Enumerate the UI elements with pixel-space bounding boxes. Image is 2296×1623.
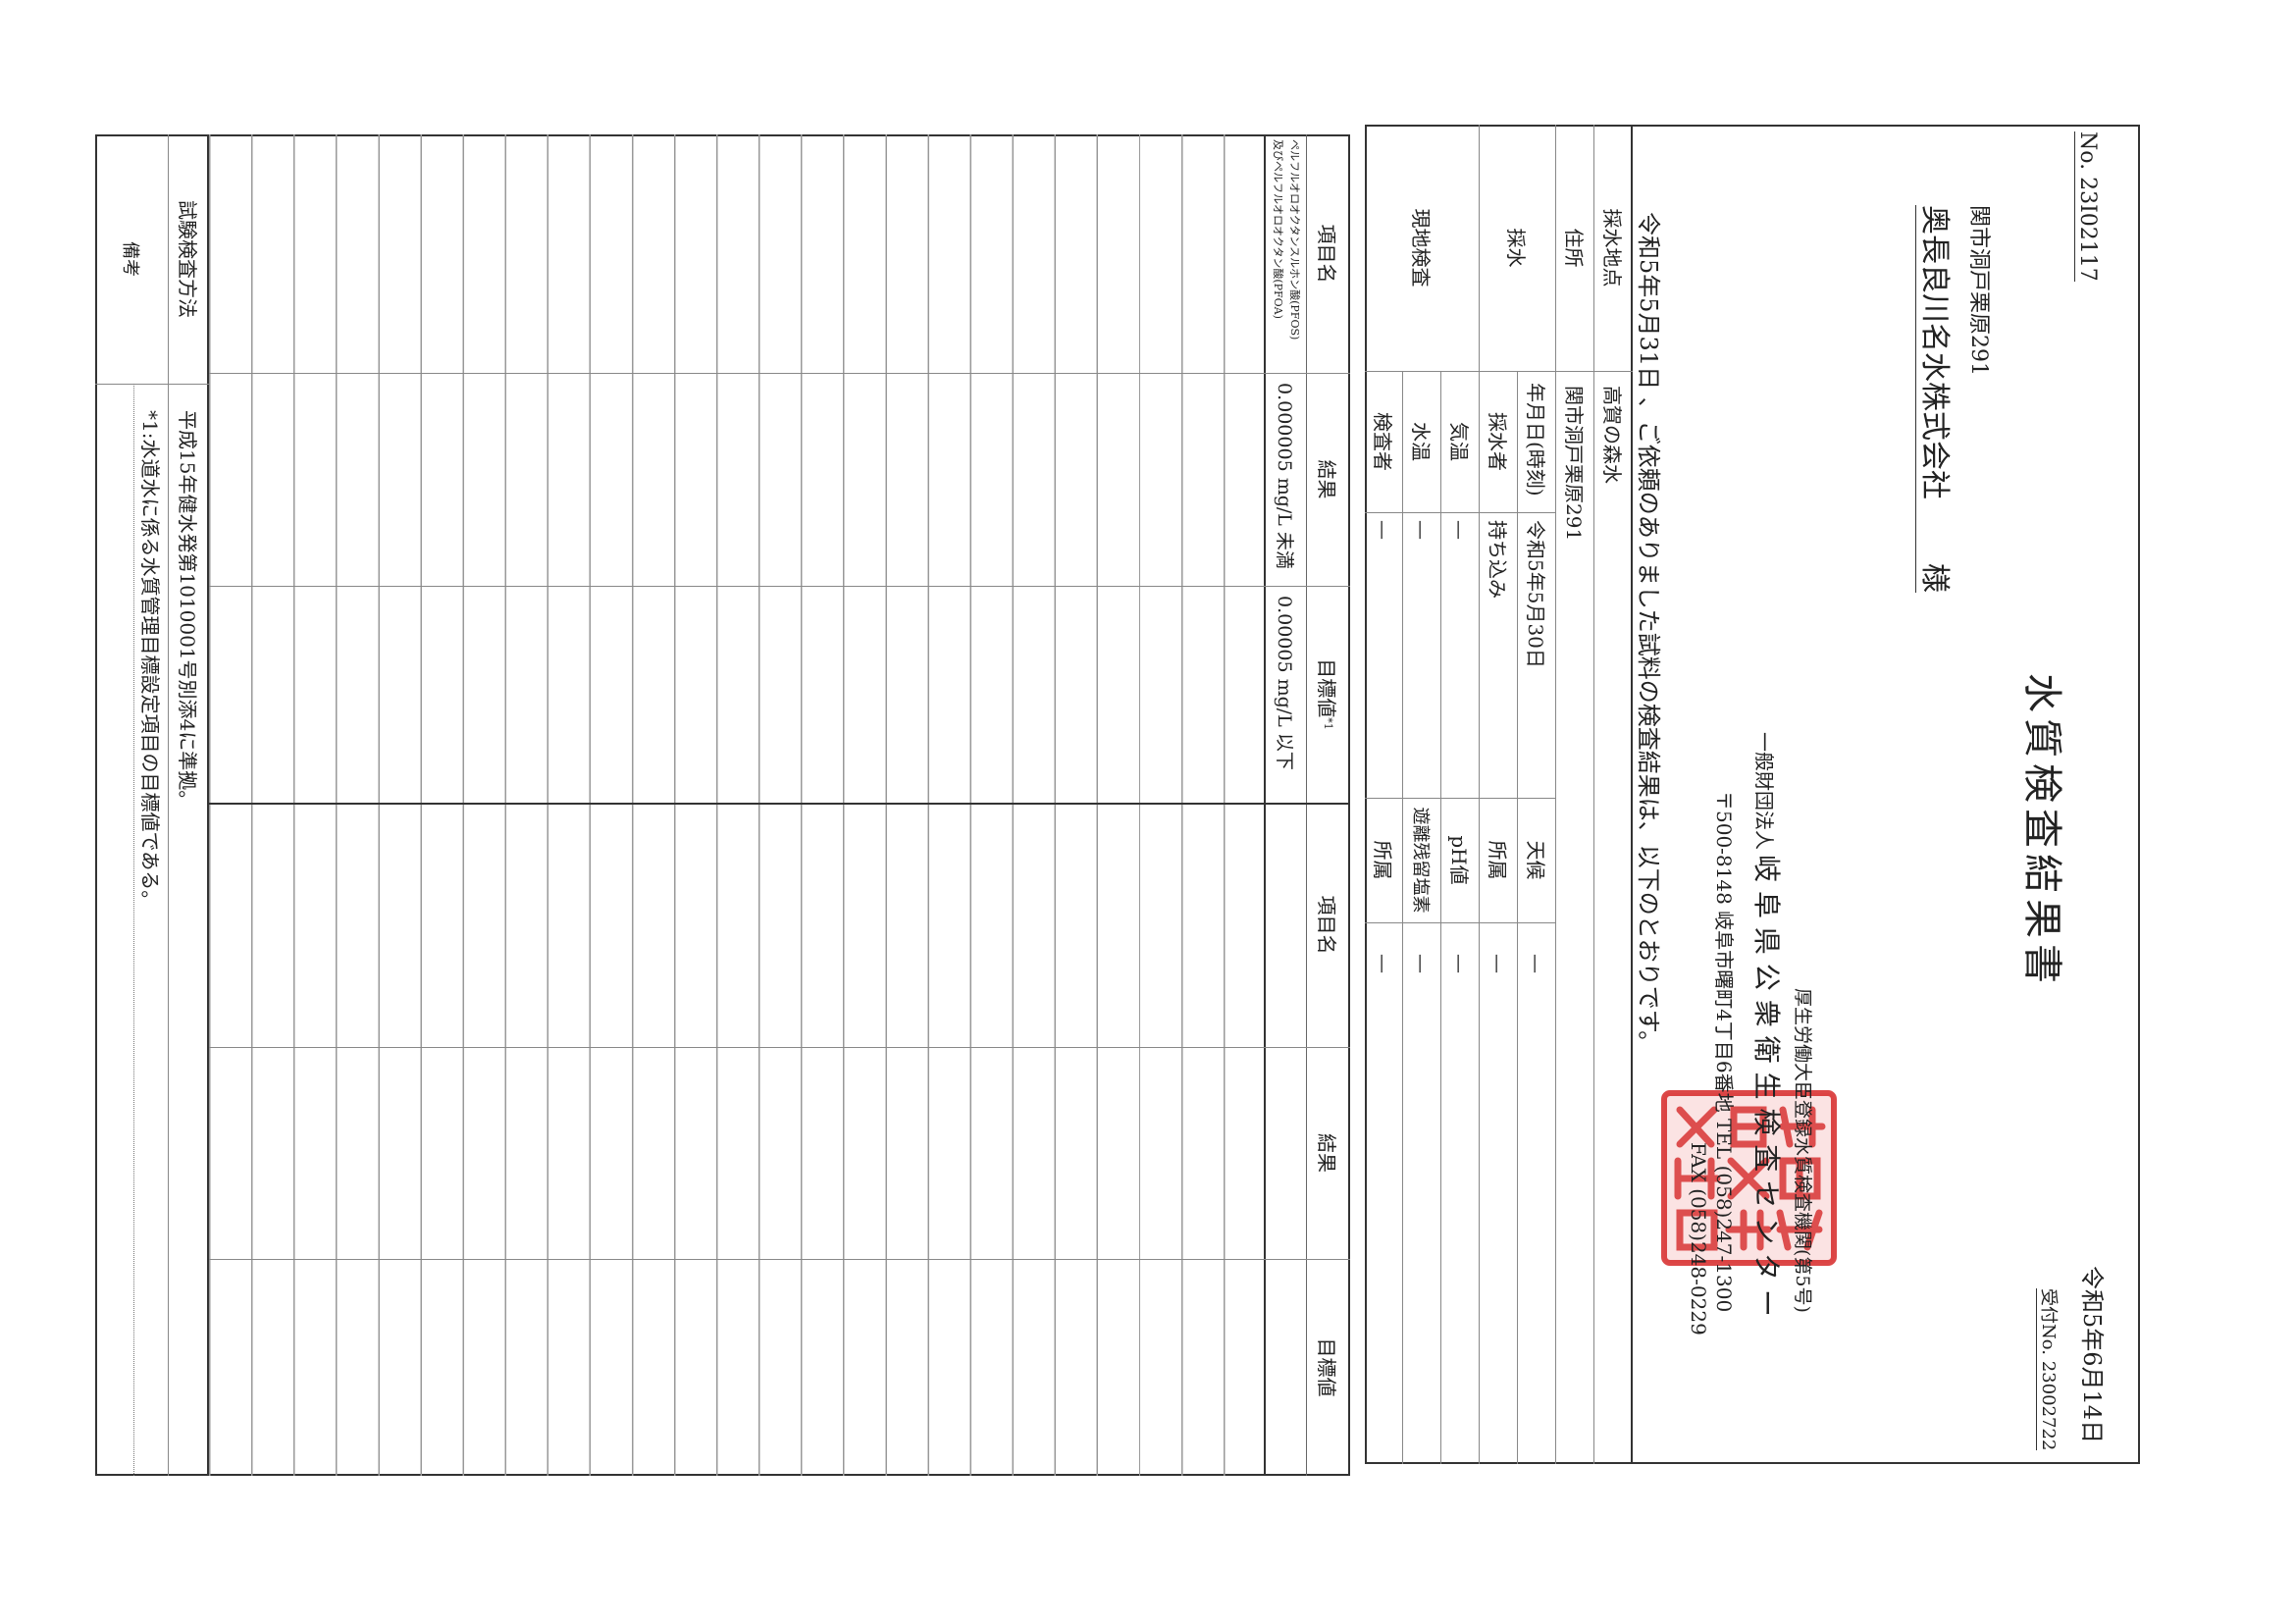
free-chlorine-label: 遊離残留塩素 [1410,807,1432,914]
header-target-2: 目標値 [1315,1337,1339,1397]
ph-label: pH値 [1447,835,1471,885]
receipt-number: 受付No. 23002722 [2036,1288,2062,1451]
weather-label: 天候 [1524,840,1547,880]
document-title: 水質検査結果書 [2019,673,2064,989]
col-divider [209,1047,1350,1048]
remarks-dotted-line [133,384,134,1476]
col-divider [209,1259,1350,1260]
intro-sentence: 令和5年5月31日 、ご依頼のありました試料の検査結果は、以下のとおりです。 [1635,212,1662,1055]
method-label: 試験検査方法 [176,200,199,318]
air-temp-value: — [1448,520,1473,540]
result-target-value: 0.00005 mg/L 以下 [1274,596,1296,770]
result-item-name: ペルフルオロオクタンスルホン酸(PFOS) 及びペルフルオロオクタン酸(PFOA… [1270,139,1303,340]
air-temp-label: 気温 [1447,422,1471,461]
sampling-label: 採水 [1504,228,1529,268]
issuer-registration: 厚生労働大臣登録水質検査機関(第5号) [1792,988,1813,1313]
sampling-point-value: 高賀の森水 [1600,386,1624,484]
issue-date: 令和5年6月14日 [2078,1266,2106,1444]
inspector-label: 検査者 [1371,412,1394,471]
recipient-address: 関市洞戸栗原291 [1966,205,1991,376]
sampling-date-value: 令和5年5月30日 [1524,520,1547,668]
result-item-line1: ペルフルオロオクタンスルホン酸(PFOS) [1288,139,1301,340]
method-value: 平成15年健水発第1010001号別添4に準拠。 [176,410,199,811]
col-divider [1365,512,1556,513]
inspector-affiliation-value: — [1372,954,1396,973]
document-page: No. 23I02117 関市洞戸栗原291 奥長良川名水株式会社 様 水質検査… [78,108,2159,1482]
col-divider [209,586,1350,587]
data-divider [1264,134,1266,1476]
document-number: No. 23I02117 [2074,131,2100,282]
water-temp-value: — [1410,520,1435,540]
header-result-2: 結果 [1315,1133,1339,1173]
field-inspection-label: 現地検査 [1409,208,1433,288]
remarks-value: *1:水道水に係る水質管理目標設定項目の目標値である。 [138,410,163,911]
address-label: 住所 [1562,228,1586,268]
recipient-name: 奥長良川名水株式会社 [1917,205,1952,499]
footnote-marker: *1 [1322,717,1335,730]
water-temp-label: 水温 [1409,422,1433,461]
header-item-name-2: 項目名 [1315,895,1339,955]
honorific: 様 [1917,563,1952,593]
recipient-name-line: 奥長良川名水株式会社 様 [1915,205,1959,593]
result-value: 0.000005 mg/L 未満 [1274,383,1296,569]
col-divider [1365,922,1556,923]
blank-result-rows [209,134,1266,1476]
sampling-date-label: 年月日(時刻) [1524,383,1547,497]
issuer-org-name: 岐 阜 県 公 衆 衛 生 検 査 セ ン タ ー [1750,855,1783,1317]
header-result: 結果 [1315,459,1339,499]
col-divider [95,384,209,385]
sampler-affiliation-label: 所属 [1486,840,1509,880]
official-seal-stamp [1661,1090,1837,1266]
issuer-address: 〒500-8148 岐阜市曙町4丁目6番地 TEL (058)247-1300 [1712,791,1736,1313]
inspector-value: — [1372,520,1396,540]
sampler-value: 持ち込み [1486,520,1509,599]
col-divider [209,373,1350,374]
ph-value: — [1448,954,1473,973]
address-value: 関市洞戸栗原291 [1562,386,1586,542]
header-target: 目標値 *1 [1307,586,1350,803]
weather-value: — [1525,954,1549,973]
col-divider-center [209,803,1350,805]
free-chlorine-value: — [1410,954,1435,973]
header-item-name: 項目名 [1315,224,1339,284]
issuer-name-line: 一般財団法人 岐 阜 県 公 衆 衛 生 検 査 セ ン タ ー [1748,732,1788,1317]
issuer-org-type: 一般財団法人 [1752,732,1776,850]
sampler-label: 採水者 [1486,412,1509,471]
sampling-point-label: 採水地点 [1600,208,1624,288]
remarks-label: 備考 [120,241,141,277]
header-target-label: 目標値 [1315,658,1339,718]
sampler-affiliation-value: — [1487,954,1511,973]
issuer-fax: FAX (058)248-0229 [1687,1142,1710,1335]
inspector-affiliation-label: 所属 [1371,840,1394,880]
result-item-line2: 及びペルフルオロオクタン酸(PFOA) [1272,139,1284,319]
